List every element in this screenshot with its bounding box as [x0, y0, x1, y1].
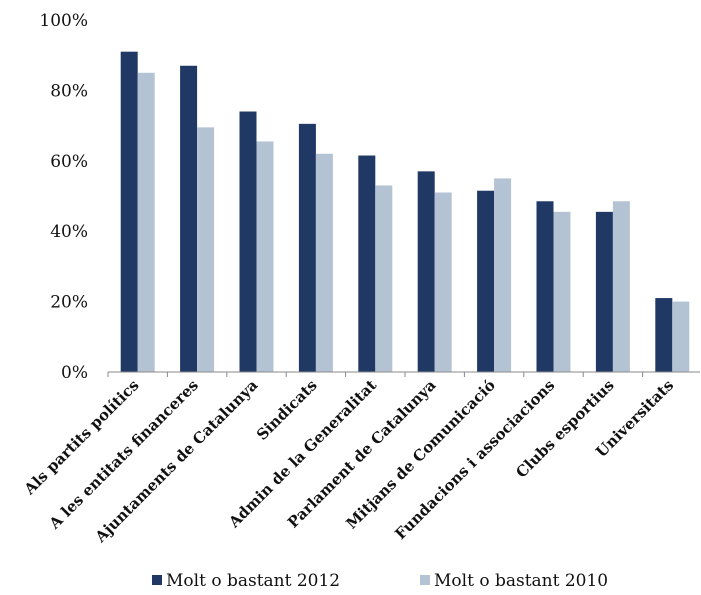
bar-series-2012	[595, 211, 613, 372]
bar-series-2010	[494, 178, 512, 372]
legend-label: Molt o bastant 2010	[434, 571, 608, 591]
bar-series-2012	[655, 298, 673, 372]
legend-label: Molt o bastant 2012	[166, 571, 340, 591]
bar-series-2012	[120, 51, 138, 373]
y-tick-label: 80%	[50, 81, 88, 101]
bar-series-2012	[239, 111, 257, 373]
bar-series-2010	[553, 211, 571, 372]
bar-series-2010	[197, 127, 215, 372]
bar-series-2012	[536, 201, 554, 372]
legend-swatch	[152, 575, 162, 585]
bar-series-2010	[315, 153, 333, 372]
bar-series-2010	[672, 301, 690, 372]
bar-series-2010	[256, 141, 274, 372]
bars-group	[120, 51, 690, 373]
legend-swatch	[420, 575, 430, 585]
y-tick-label: 60%	[50, 152, 88, 172]
y-tick-label: 0%	[61, 363, 88, 383]
y-tick-label: 100%	[39, 11, 88, 31]
bar-series-2010	[137, 72, 155, 373]
x-axis-ticks	[107, 372, 644, 377]
bar-series-2010	[434, 192, 452, 372]
bar-series-2012	[477, 190, 495, 372]
category-label: Als partits polítics	[20, 376, 143, 499]
bar-series-2012	[358, 155, 376, 372]
bar-series-2010	[612, 201, 630, 372]
bar-series-2010	[375, 185, 393, 372]
y-tick-label: 40%	[50, 222, 88, 242]
bar-series-2012	[298, 123, 316, 372]
y-axis: 0% 20% 40% 60% 80% 100%	[39, 11, 88, 383]
legend: Molt o bastant 2012 Molt o bastant 2010	[152, 571, 608, 591]
bar-series-2012	[417, 171, 435, 372]
category-label: Clubs esportius	[512, 376, 617, 481]
y-tick-label: 20%	[50, 293, 88, 313]
bar-series-2012	[180, 65, 198, 372]
